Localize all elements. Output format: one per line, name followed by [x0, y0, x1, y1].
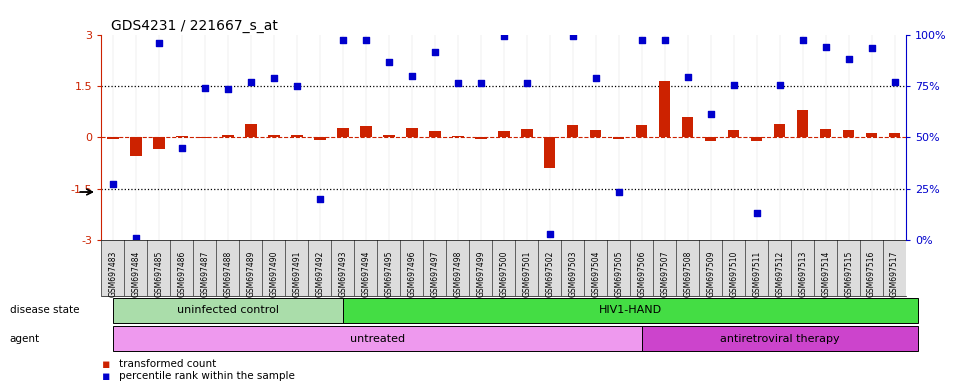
Bar — [269, 135, 279, 137]
Bar — [452, 136, 464, 137]
Point — [726, 82, 742, 88]
Point — [267, 75, 282, 81]
Bar — [567, 125, 579, 137]
Point — [542, 231, 557, 237]
Bar — [314, 137, 326, 140]
Point — [841, 56, 857, 62]
Point — [427, 49, 442, 55]
Bar — [843, 130, 854, 137]
Text: antiretroviral therapy: antiretroviral therapy — [720, 334, 839, 344]
Bar — [636, 125, 647, 137]
Bar — [337, 128, 349, 137]
Text: ▪: ▪ — [101, 358, 110, 371]
Point — [174, 144, 189, 151]
Point — [634, 36, 649, 43]
Bar — [705, 137, 717, 141]
Bar — [406, 128, 417, 137]
Bar — [521, 129, 532, 137]
Point — [128, 235, 144, 242]
Point — [197, 84, 213, 91]
Bar — [107, 137, 119, 139]
Point — [473, 80, 489, 86]
Bar — [429, 131, 440, 137]
Text: HIV1-HAND: HIV1-HAND — [599, 305, 662, 315]
Point — [772, 82, 787, 88]
Text: untreated: untreated — [350, 334, 405, 344]
Text: ▪: ▪ — [101, 370, 110, 382]
Point — [680, 74, 696, 80]
Point — [152, 40, 167, 46]
Bar — [797, 110, 809, 137]
Bar — [199, 137, 211, 138]
Point — [887, 79, 902, 85]
Point — [312, 196, 327, 202]
Bar — [544, 137, 555, 168]
Bar — [360, 126, 372, 137]
Point — [749, 210, 764, 216]
Point — [703, 111, 719, 117]
Bar — [866, 133, 877, 137]
Bar — [384, 135, 394, 137]
Text: disease state: disease state — [10, 305, 79, 315]
Text: percentile rank within the sample: percentile rank within the sample — [119, 371, 295, 381]
Bar — [176, 136, 187, 137]
Point — [220, 86, 236, 93]
Point — [864, 45, 879, 51]
Point — [519, 80, 534, 86]
Bar — [682, 117, 694, 137]
Point — [795, 36, 810, 43]
Point — [404, 73, 419, 79]
Bar — [774, 124, 785, 137]
Point — [289, 83, 304, 89]
Text: uninfected control: uninfected control — [177, 305, 279, 315]
Bar — [154, 137, 164, 149]
Bar — [820, 129, 832, 137]
Point — [588, 75, 604, 81]
Point — [611, 189, 627, 195]
Text: agent: agent — [10, 334, 40, 344]
Point — [565, 33, 581, 39]
Point — [657, 36, 672, 43]
Point — [497, 33, 512, 39]
Bar — [291, 134, 302, 137]
Bar — [728, 130, 739, 137]
Bar — [751, 137, 762, 141]
Text: transformed count: transformed count — [119, 359, 216, 369]
Point — [382, 59, 397, 65]
Point — [335, 36, 351, 43]
Bar — [222, 134, 234, 137]
Point — [243, 79, 259, 85]
Bar — [613, 137, 624, 139]
Point — [450, 80, 466, 86]
Bar — [245, 124, 257, 137]
Point — [105, 180, 121, 187]
Bar — [130, 137, 142, 156]
Point — [358, 36, 374, 43]
Text: GDS4231 / 221667_s_at: GDS4231 / 221667_s_at — [111, 19, 278, 33]
Bar — [889, 133, 900, 137]
Point — [818, 43, 834, 50]
Bar — [475, 137, 487, 139]
Bar — [590, 130, 602, 137]
Bar — [498, 131, 509, 137]
Bar — [659, 81, 670, 137]
